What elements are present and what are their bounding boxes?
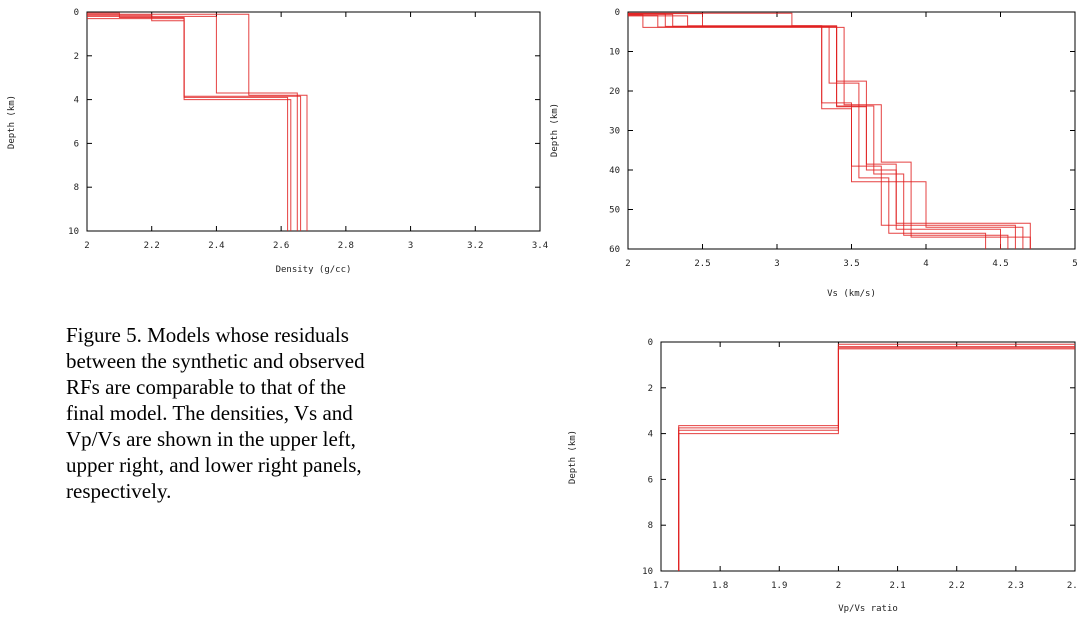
plot-frame	[86, 11, 541, 232]
y-tick-label: 6	[648, 475, 653, 485]
x-tick-label: 4	[923, 259, 928, 269]
x-tick-label: 2	[836, 581, 841, 591]
x-axis-label: Density (g/cc)	[276, 265, 352, 275]
y-tick-label: 50	[609, 206, 620, 216]
model-line	[678, 346, 1075, 571]
x-tick-label: 1.9	[771, 581, 787, 591]
y-tick-label: 0	[648, 338, 653, 348]
x-tick-label: 1.7	[653, 581, 669, 591]
y-tick-label: 60	[609, 245, 620, 255]
y-tick-label: 10	[642, 567, 653, 577]
x-tick-label: 4.5	[992, 259, 1008, 269]
model-line	[87, 13, 308, 231]
y-tick-label: 8	[648, 521, 653, 531]
x-tick-label: 2.8	[338, 241, 354, 251]
y-tick-label: 6	[74, 139, 79, 149]
x-tick-label: 2.3	[1008, 581, 1024, 591]
x-axis-label: Vp/Vs ratio	[838, 604, 898, 614]
y-tick-label: 40	[609, 166, 620, 176]
model-line	[87, 14, 292, 231]
x-tick-label: 2.5	[694, 259, 710, 269]
plot-frame	[660, 341, 1076, 572]
model-line	[678, 343, 1075, 571]
x-tick-label: 3.5	[843, 259, 859, 269]
model-line	[87, 18, 289, 231]
x-tick-label: 2	[84, 241, 89, 251]
vpvs-depth-chart: 1.7 1.8 1.9 2 2.1 2.2 2.3 2.4 0 2 4 6 8 10 Vp/Vs ratio…	[568, 338, 1078, 614]
x-tick-label: 2.2	[949, 581, 965, 591]
model-line	[628, 15, 1001, 249]
x-tick-label: 2.4	[208, 241, 224, 251]
model-line	[678, 348, 1075, 571]
x-tick-label: 2.2	[144, 241, 160, 251]
x-axis-label: Vs (km/s)	[827, 289, 876, 299]
x-tick-label: 2.4	[1067, 581, 1078, 591]
x-tick-label: 3.4	[532, 241, 548, 251]
y-tick-label: 4	[648, 430, 653, 440]
x-tick-label: 1.8	[712, 581, 728, 591]
y-tick-label: 20	[609, 87, 620, 97]
y-axis-label: Depth (km)	[7, 95, 17, 149]
model-line	[628, 12, 1031, 249]
x-tick-label: 2.6	[273, 241, 289, 251]
x-tick-label: 3.2	[467, 241, 483, 251]
model-line	[628, 14, 1031, 249]
y-tick-label: 10	[68, 227, 79, 237]
density-depth-chart: 2 2.2 2.4 2.6 2.8 3 3.2 3.4 0 2 4 6 8 10 Density (g/cc…	[7, 8, 548, 275]
y-axis-label: Depth (km)	[568, 430, 578, 484]
x-tick-label: 2	[625, 259, 630, 269]
y-tick-label: 4	[74, 96, 79, 106]
y-tick-label: 2	[74, 52, 79, 62]
model-line	[87, 12, 302, 231]
model-line	[678, 347, 1075, 571]
y-tick-label: 0	[615, 8, 620, 18]
y-tick-label: 2	[648, 384, 653, 394]
y-tick-label: 30	[609, 127, 620, 137]
y-axis-label: Depth (km)	[550, 103, 560, 157]
x-tick-label: 3	[408, 241, 413, 251]
model-line	[628, 13, 987, 249]
x-tick-label: 3	[774, 259, 779, 269]
model-line	[628, 15, 1024, 249]
y-tick-label: 8	[74, 183, 79, 193]
y-tick-label: 0	[74, 8, 79, 18]
model-line	[87, 15, 298, 231]
y-tick-label: 10	[609, 48, 620, 58]
figure-caption: Figure 5. Models whose residuals between…	[66, 323, 365, 503]
x-tick-label: 2.1	[889, 581, 905, 591]
x-tick-label: 5	[1072, 259, 1077, 269]
model-line	[628, 13, 1009, 249]
